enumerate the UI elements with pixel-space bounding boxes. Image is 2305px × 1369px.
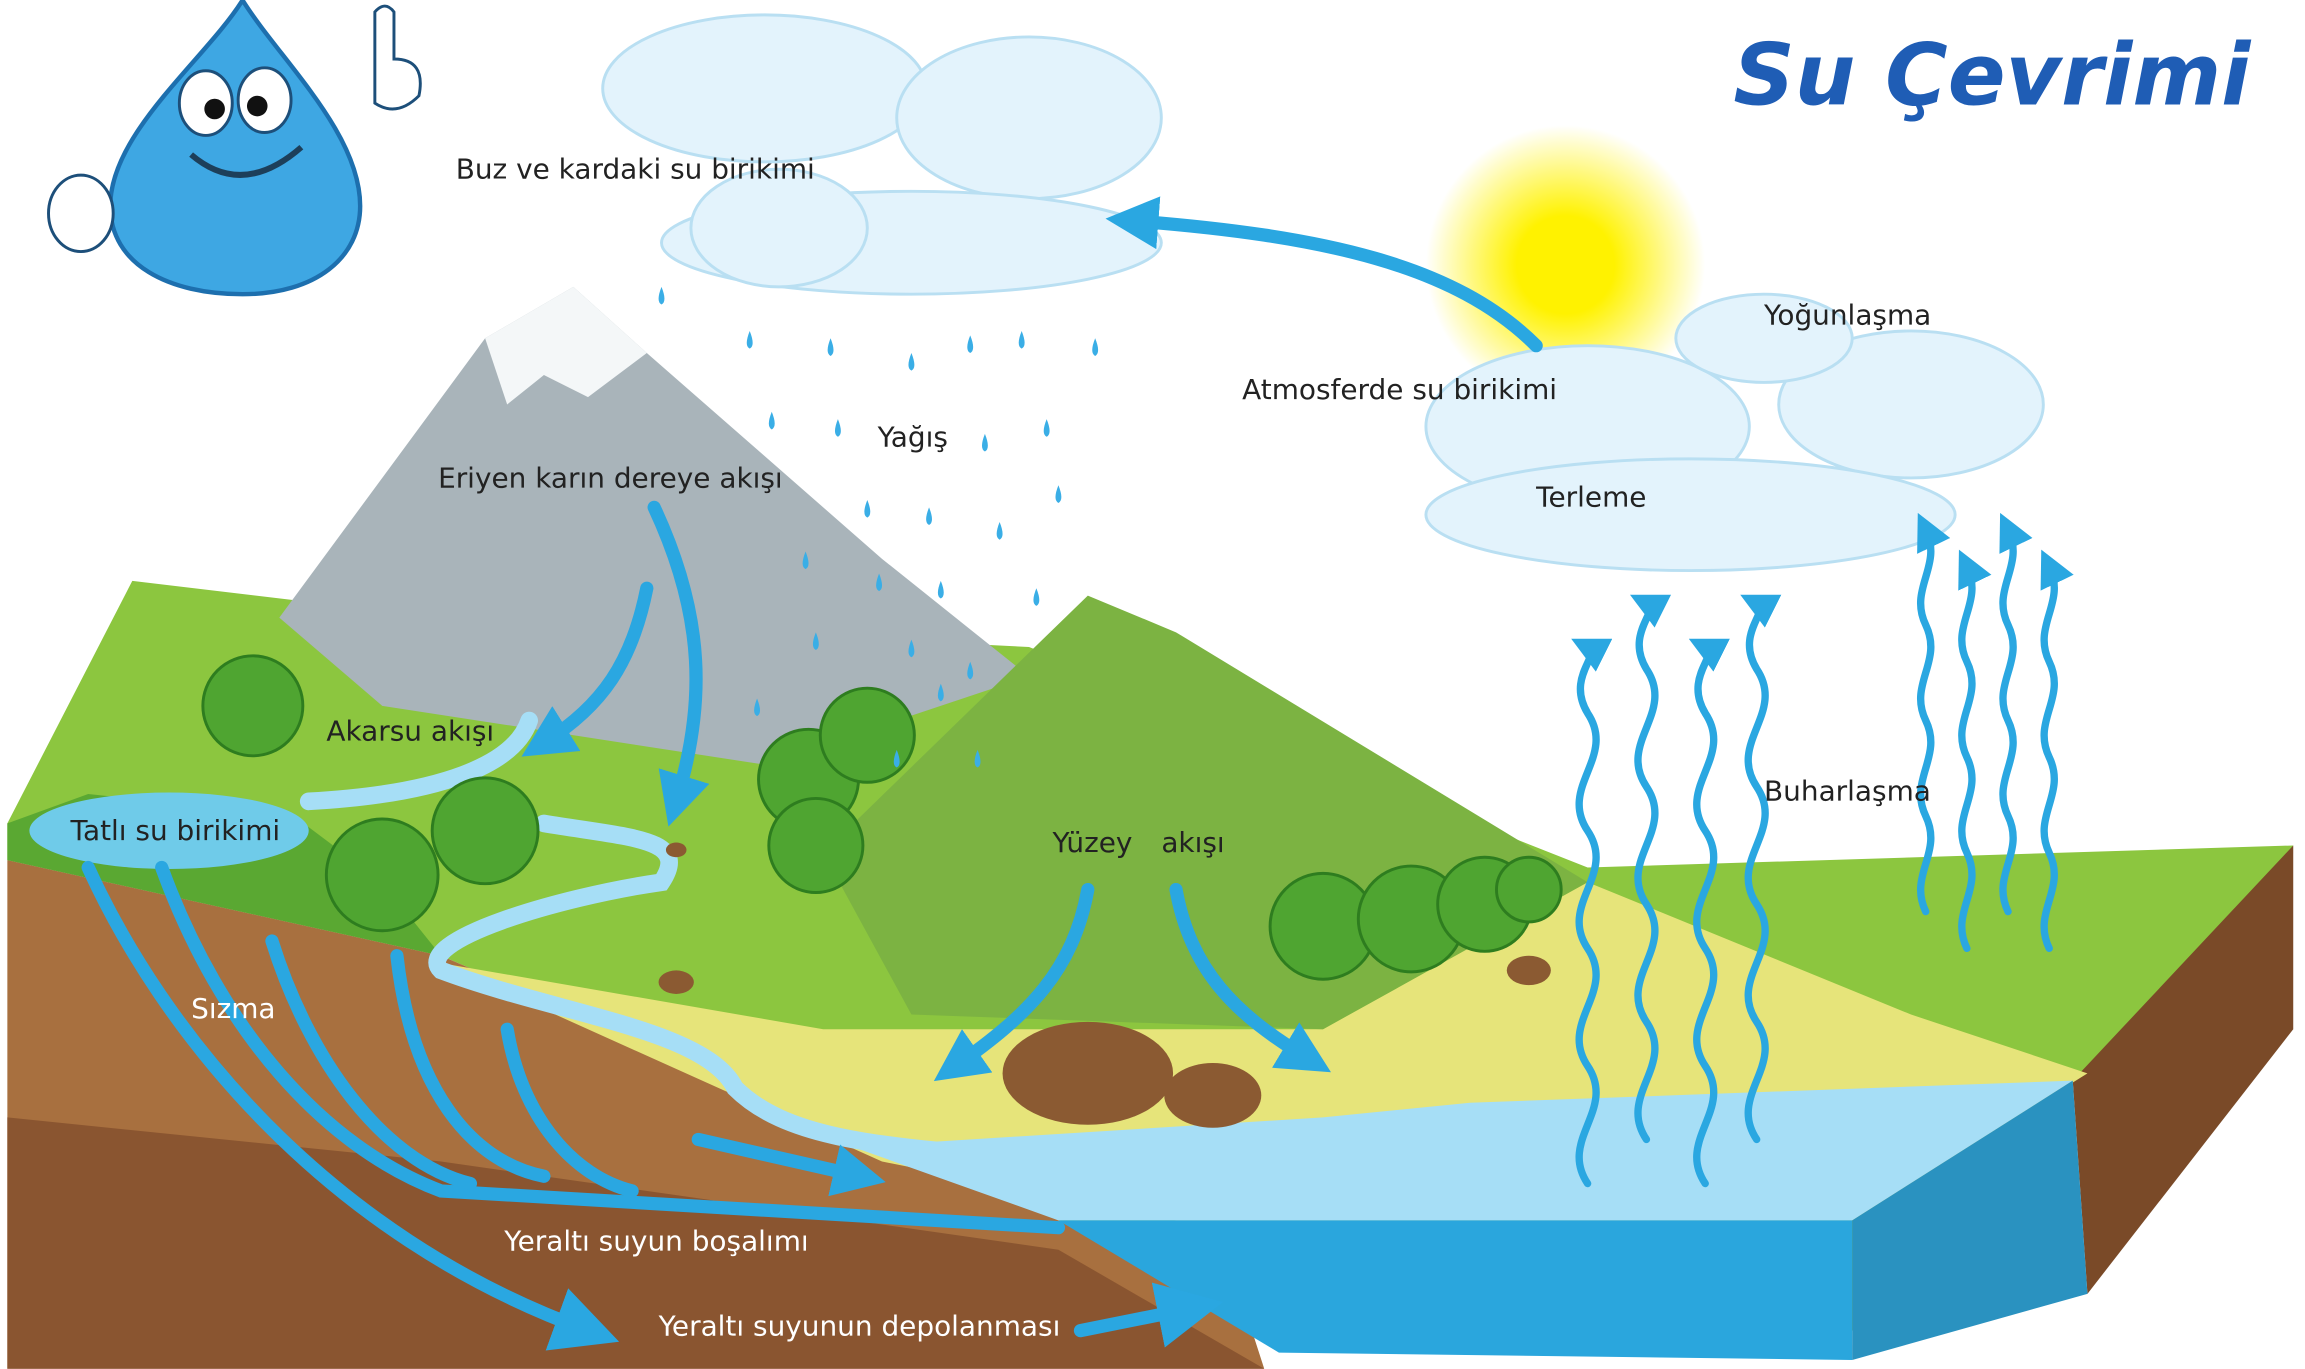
label: Yeraltı suyun boşalımı <box>503 1224 808 1257</box>
label: akışı <box>1161 826 1224 859</box>
label: Yoğunlaşma <box>1763 298 1931 331</box>
label: Tatlı su birikimi <box>70 814 281 847</box>
label: Terleme <box>1535 481 1646 514</box>
water-cycle-diagram: Su Çevrimi Buz ve kardaki su birikimi At… <box>0 0 2305 1369</box>
label: Buharlaşma <box>1764 775 1931 808</box>
label: Sızma <box>191 992 275 1025</box>
label: Yüzey <box>1052 826 1133 859</box>
water-drop-mascot <box>49 0 421 294</box>
title: Su Çevrimi <box>1733 26 2252 125</box>
label: Yeraltı suyunun depolanması <box>658 1310 1061 1343</box>
mountain <box>279 287 1029 765</box>
label: Yağış <box>877 420 948 453</box>
label: Eriyen karın dereye akışı <box>438 461 783 494</box>
label: Atmosferde su birikimi <box>1242 373 1557 406</box>
label: Akarsu akışı <box>326 714 494 747</box>
label: Buz ve kardaki su birikimi <box>456 153 815 186</box>
